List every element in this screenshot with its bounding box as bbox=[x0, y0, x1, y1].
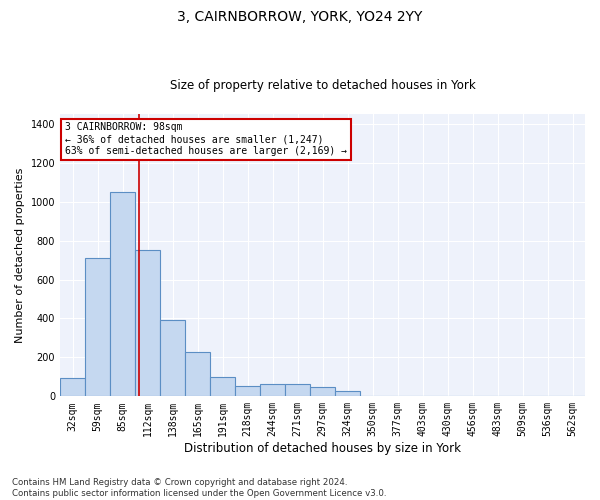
Bar bbox=[85, 258, 110, 396]
Bar bbox=[135, 250, 160, 396]
Bar bbox=[160, 320, 185, 396]
Bar bbox=[60, 378, 85, 396]
X-axis label: Distribution of detached houses by size in York: Distribution of detached houses by size … bbox=[184, 442, 461, 455]
Bar bbox=[210, 377, 235, 396]
Bar bbox=[185, 352, 210, 397]
Bar bbox=[235, 386, 260, 396]
Bar bbox=[260, 384, 285, 396]
Text: 3, CAIRNBORROW, YORK, YO24 2YY: 3, CAIRNBORROW, YORK, YO24 2YY bbox=[178, 10, 422, 24]
Y-axis label: Number of detached properties: Number of detached properties bbox=[15, 168, 25, 343]
Text: Contains HM Land Registry data © Crown copyright and database right 2024.
Contai: Contains HM Land Registry data © Crown c… bbox=[12, 478, 386, 498]
Text: 3 CAIRNBORROW: 98sqm
← 36% of detached houses are smaller (1,247)
63% of semi-de: 3 CAIRNBORROW: 98sqm ← 36% of detached h… bbox=[65, 122, 347, 156]
Title: Size of property relative to detached houses in York: Size of property relative to detached ho… bbox=[170, 79, 475, 92]
Bar bbox=[285, 384, 310, 396]
Bar bbox=[310, 386, 335, 396]
Bar bbox=[335, 392, 360, 396]
Bar bbox=[110, 192, 135, 396]
